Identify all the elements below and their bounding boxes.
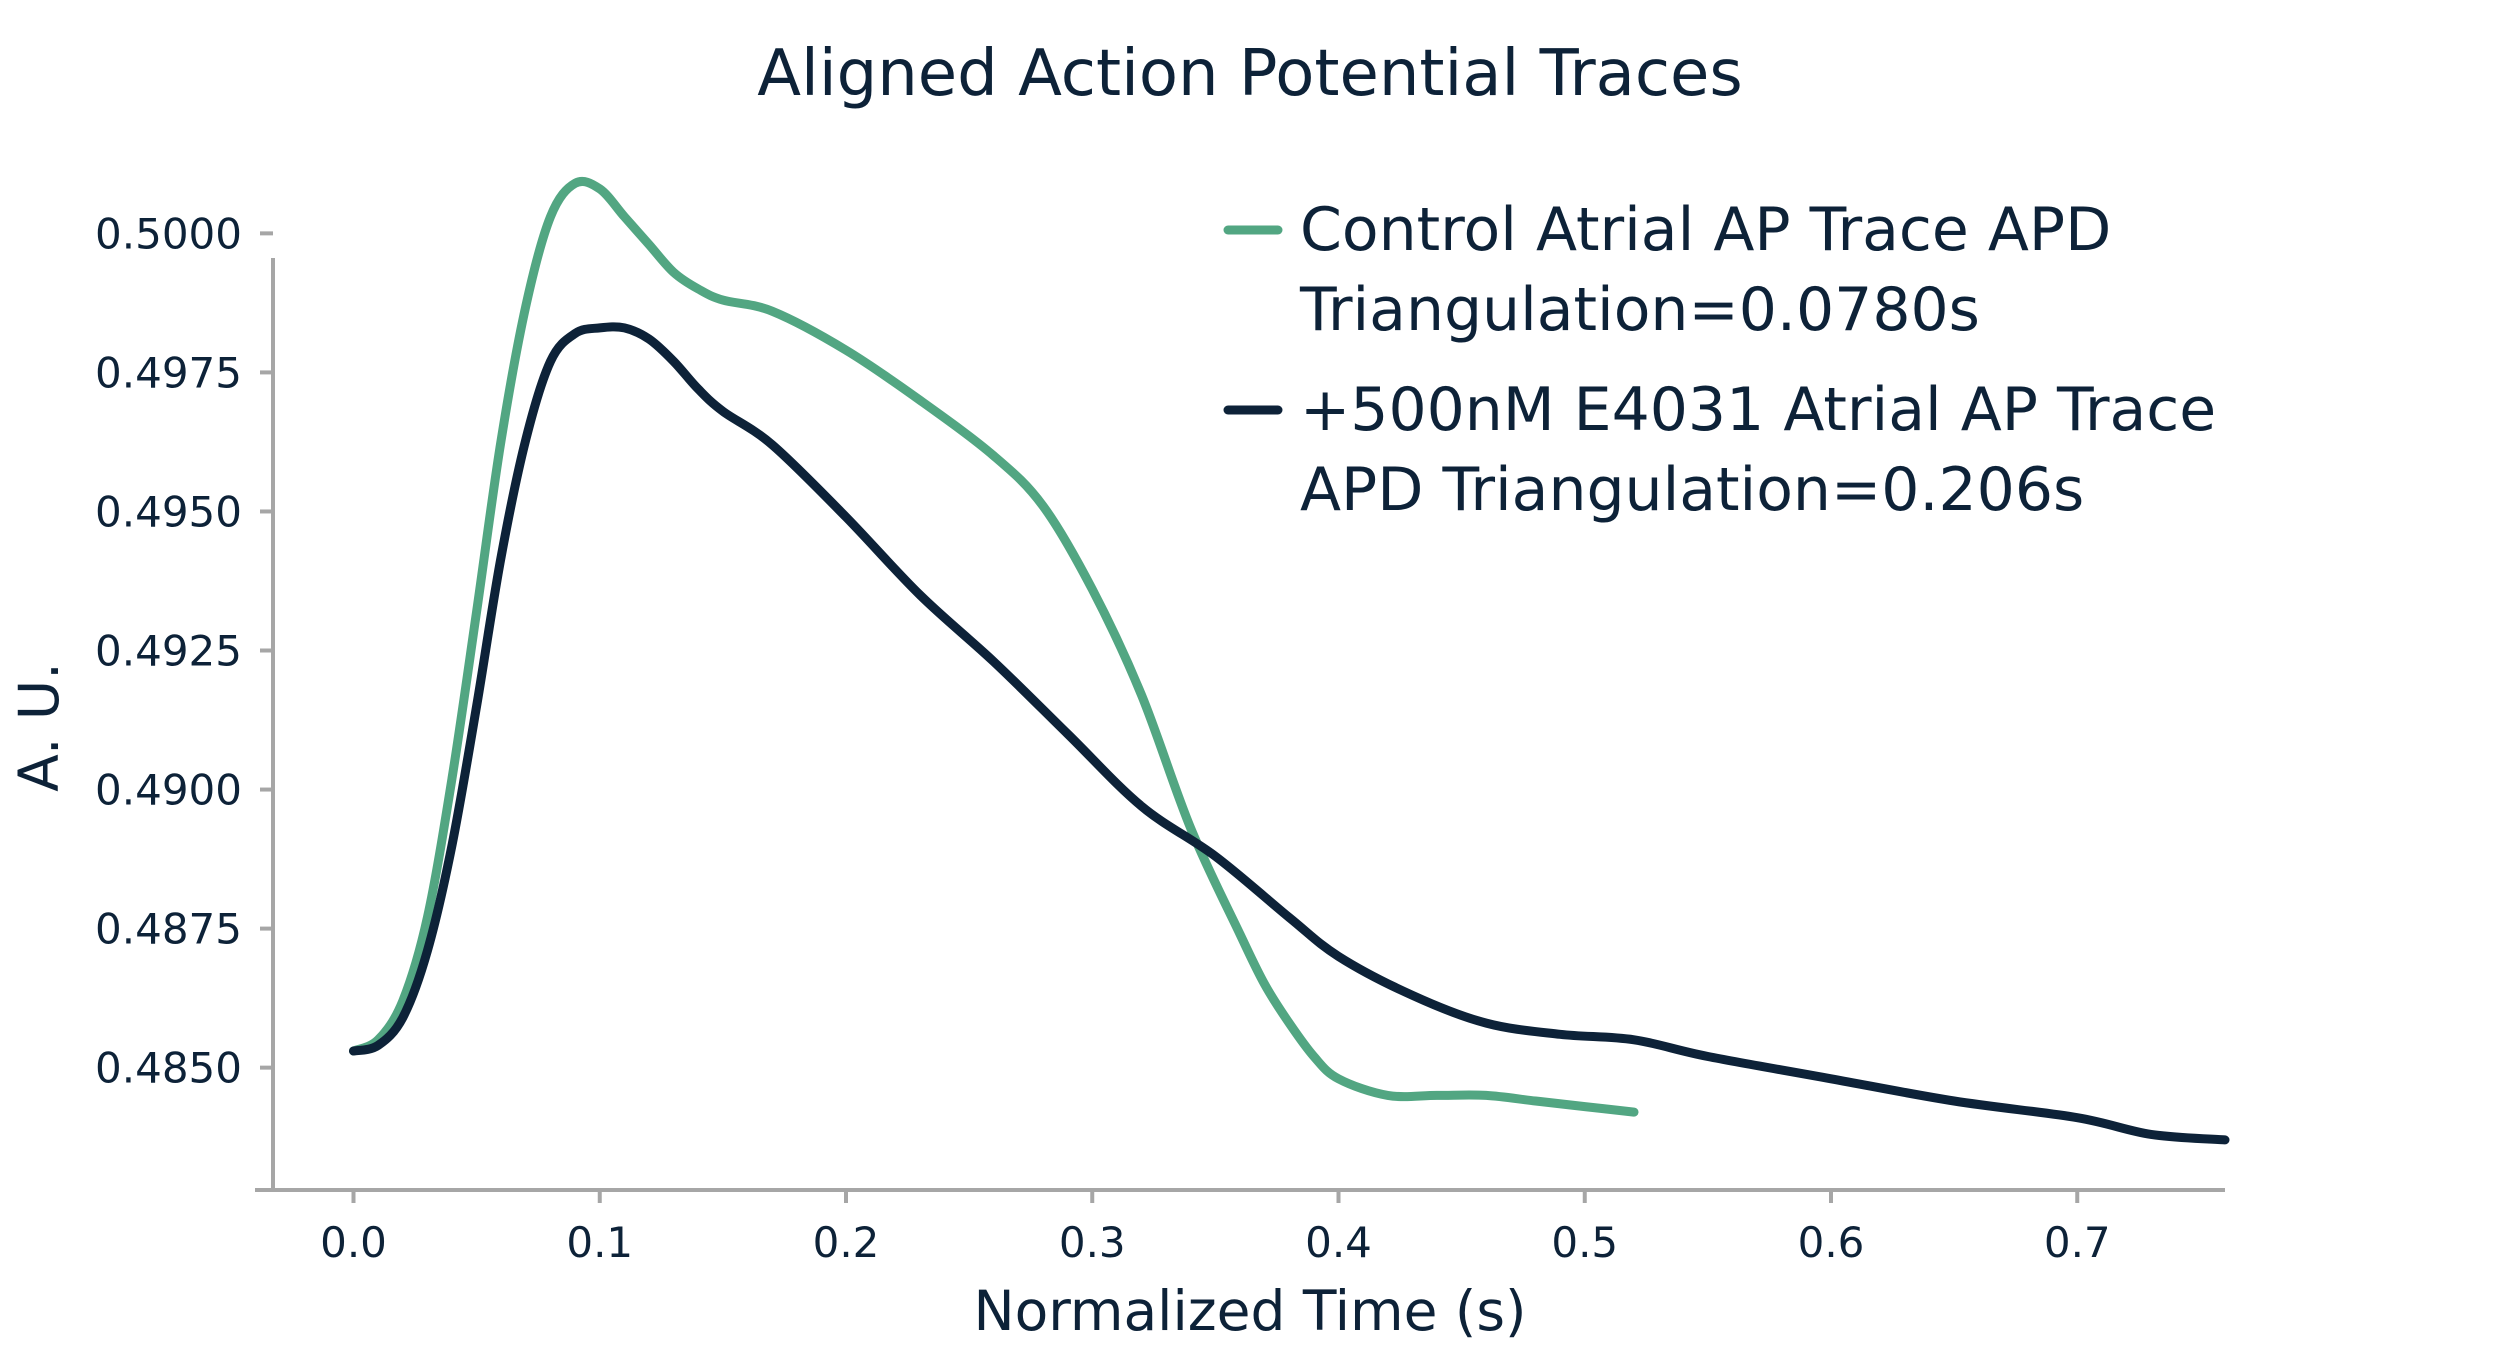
- y-tick-label: 0.5000: [95, 209, 242, 258]
- series-line-2: [349, 322, 2230, 1145]
- x-ticks: 0.0 0.1 0.2 0.3 0.4 0.5 0.6 0.7: [320, 1190, 2111, 1267]
- series-line-1: [349, 176, 1639, 1117]
- y-tick-label: 0.4875: [95, 905, 242, 954]
- x-tick-label: 0.2: [813, 1218, 880, 1267]
- x-tick-label: 0.1: [566, 1218, 633, 1267]
- legend: Control Atrial AP Trace APD Triangulation…: [1223, 195, 2216, 525]
- x-tick-label: 0.5: [1551, 1218, 1618, 1267]
- x-tick-label: 0.6: [1798, 1218, 1865, 1267]
- y-tick-label: 0.4975: [95, 348, 242, 397]
- x-tick-label: 0.4: [1305, 1218, 1372, 1267]
- x-axis-label: Normalized Time (s): [973, 1279, 1526, 1343]
- y-tick-label: 0.4925: [95, 627, 242, 676]
- legend-label: APD Triangulation=0.206s: [1300, 455, 2084, 525]
- plot-lines: [349, 176, 2230, 1145]
- chart-title: Aligned Action Potential Traces: [757, 37, 1743, 111]
- legend-label: Control Atrial AP Trace APD: [1300, 195, 2111, 265]
- legend-label: Triangulation=0.0780s: [1299, 275, 1980, 345]
- y-tick-label: 0.4900: [95, 766, 242, 815]
- x-tick-label: 0.7: [2044, 1218, 2111, 1267]
- y-ticks: 0.4850 0.4875 0.4900 0.4925 0.4950 0.4975 0.50…: [95, 209, 273, 1093]
- x-tick-label: 0.0: [320, 1218, 387, 1267]
- x-tick-label: 0.3: [1059, 1218, 1126, 1267]
- y-axis-label: A. U.: [7, 662, 71, 791]
- axes: [255, 258, 2225, 1192]
- y-tick-label: 0.4850: [95, 1044, 242, 1093]
- legend-label: +500nM E4031 Atrial AP Trace: [1300, 375, 2216, 445]
- y-tick-label: 0.4950: [95, 487, 242, 536]
